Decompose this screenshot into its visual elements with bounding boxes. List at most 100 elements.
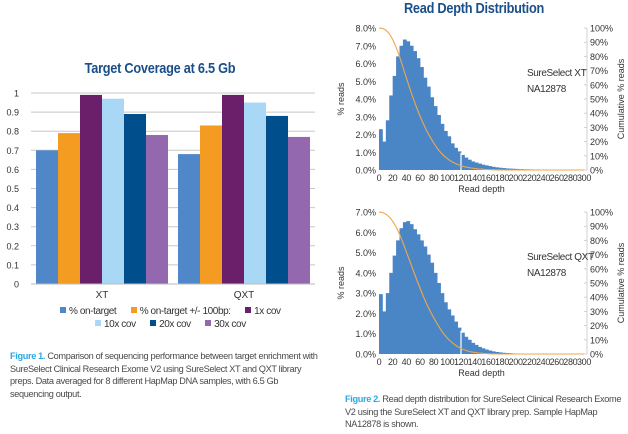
histogram-bar bbox=[495, 351, 499, 354]
legend-row-2: 10x cov 20x cov 30x cov bbox=[95, 319, 258, 330]
xt-annotation: SureSelect XT NA12878 bbox=[527, 66, 587, 98]
legend-item: 30x cov bbox=[205, 319, 246, 330]
y2-tick-label: 40% bbox=[590, 293, 608, 303]
qxt-annotation: SureSelect QXT NA12878 bbox=[527, 250, 594, 282]
y-tick-label: 0.6 bbox=[6, 165, 19, 175]
y2-tick-label: 40% bbox=[590, 109, 608, 119]
histogram-bar bbox=[409, 224, 414, 354]
read-depth-title: Read Depth Distribution bbox=[403, 0, 545, 17]
histogram-bar bbox=[488, 350, 493, 354]
legend-swatch bbox=[95, 320, 101, 326]
histogram-bar bbox=[379, 129, 383, 170]
x-tick-label: 20 bbox=[388, 357, 398, 367]
y-tick-label: 4.0% bbox=[355, 95, 376, 105]
x-tick-label: 220 bbox=[522, 357, 536, 367]
histogram-bar bbox=[450, 315, 455, 354]
x-tick-label: 40 bbox=[402, 173, 412, 183]
legend-item: % on-target bbox=[60, 306, 117, 317]
legend-item: 10x cov bbox=[95, 319, 136, 330]
legend-item: 1x cov bbox=[245, 306, 281, 317]
histogram-bar bbox=[481, 348, 486, 354]
y-tick-label: 1.0% bbox=[355, 329, 376, 339]
histogram-bar bbox=[430, 97, 435, 170]
histogram-bar bbox=[461, 154, 465, 170]
histogram-bar bbox=[461, 332, 465, 354]
target-coverage-chart: 0 0.1 0.2 0.3 0.4 0.5 0.6 0.7 0.8 0.9 1 XT QXT bbox=[6, 89, 315, 300]
y2-tick-label: 20% bbox=[590, 137, 608, 147]
bar-xt-2 bbox=[80, 94, 102, 284]
legend-swatch bbox=[245, 307, 252, 313]
figure-2-label: Figure 2. bbox=[345, 394, 381, 404]
y2-tick-label: 90% bbox=[590, 38, 608, 48]
legend-label: 20x cov bbox=[159, 319, 191, 330]
y2-tick-label: 70% bbox=[590, 66, 608, 76]
histogram-bar bbox=[433, 272, 438, 354]
x-axis-label: Read depth bbox=[458, 184, 505, 194]
y2-tick-label: 90% bbox=[590, 222, 608, 232]
histogram-bar bbox=[464, 157, 469, 170]
bar-xt-1 bbox=[58, 133, 80, 284]
figure-1-caption: Figure 1. Comparison of sequencing perfo… bbox=[10, 350, 318, 400]
histogram-bar bbox=[491, 351, 496, 354]
y-tick-label: 1 bbox=[14, 89, 19, 99]
x-tick-label: 260 bbox=[550, 173, 564, 183]
y-tick-label: 0.1 bbox=[6, 260, 19, 270]
histogram-bar bbox=[437, 283, 441, 354]
histogram-bar bbox=[382, 141, 387, 170]
annotation-line: NA12878 bbox=[527, 84, 566, 95]
y-tick-label: 2.0% bbox=[355, 309, 376, 319]
y-tick-label: 0.0% bbox=[355, 166, 376, 176]
y2-tick-label: 60% bbox=[590, 80, 608, 90]
y-tick-label: 0.5 bbox=[6, 184, 19, 194]
histogram-bar bbox=[382, 311, 387, 354]
annotation-line: NA12878 bbox=[527, 268, 566, 279]
histogram-bar bbox=[379, 294, 383, 354]
histogram-bar bbox=[409, 45, 414, 170]
histogram-bar bbox=[402, 39, 407, 170]
histogram-bar bbox=[413, 51, 417, 171]
y2-tick-label: 70% bbox=[590, 250, 608, 260]
histogram-bar bbox=[512, 168, 517, 170]
histogram-bar bbox=[416, 58, 421, 170]
histogram-bar bbox=[484, 349, 489, 354]
histogram-bar bbox=[389, 272, 394, 354]
histogram-bar bbox=[440, 123, 445, 170]
figure-1-label: Figure 1. bbox=[10, 351, 46, 361]
x-tick-label: 60 bbox=[415, 173, 425, 183]
histogram-bar bbox=[502, 168, 506, 170]
figure-2-text: Read depth distribution for SureSelect C… bbox=[345, 394, 622, 429]
y2-tick-label: 30% bbox=[590, 123, 608, 133]
histogram-bar bbox=[385, 120, 390, 170]
histogram-bar bbox=[464, 336, 469, 354]
x-tick-label: 60 bbox=[415, 357, 425, 367]
x-tick-label: 0 bbox=[377, 357, 382, 367]
y-tick-label: 0.4 bbox=[6, 203, 19, 213]
legend-label: 10x cov bbox=[104, 319, 136, 330]
histogram-bar bbox=[437, 114, 441, 170]
histogram-bar bbox=[505, 168, 510, 170]
x-tick-label: 160 bbox=[481, 173, 495, 183]
x-tick-label: 280 bbox=[563, 173, 577, 183]
x-tick-label: 100 bbox=[440, 173, 454, 183]
x-tick-label: 300 bbox=[577, 357, 591, 367]
cumulative-curve bbox=[378, 211, 584, 355]
legend-row-1: % on-target % on-target +/- 100bp: 1x co… bbox=[60, 306, 293, 317]
read-depth-xt-chart: 0.0% 1.0% 2.0% 3.0% 4.0% 5.0% 6.0% 7.0% 8.0% 0 20 4… bbox=[336, 24, 626, 195]
x-tick-label: QXT bbox=[234, 290, 255, 300]
y2-tick-label: 100% bbox=[590, 24, 613, 34]
y-tick-label: 0.0% bbox=[355, 350, 376, 360]
legend-item: % on-target +/- 100bp: bbox=[130, 306, 231, 317]
histogram-bar bbox=[471, 161, 476, 170]
figure-1-text: Comparison of sequencing performance bet… bbox=[10, 351, 318, 399]
histogram-bar bbox=[406, 41, 411, 170]
x-tick-label: 80 bbox=[429, 173, 439, 183]
annotation-line: SureSelect QXT bbox=[527, 252, 594, 263]
x-tick-label: 200 bbox=[509, 357, 523, 367]
histogram-bar bbox=[443, 130, 448, 170]
y-axis-label: % reads bbox=[336, 266, 346, 300]
y-tick-label: 0.9 bbox=[6, 108, 19, 118]
bar-xt-4 bbox=[124, 114, 146, 284]
bar-xt-5 bbox=[146, 135, 168, 284]
y-tick-label: 3.0% bbox=[355, 112, 376, 122]
legend-swatch bbox=[150, 320, 157, 326]
